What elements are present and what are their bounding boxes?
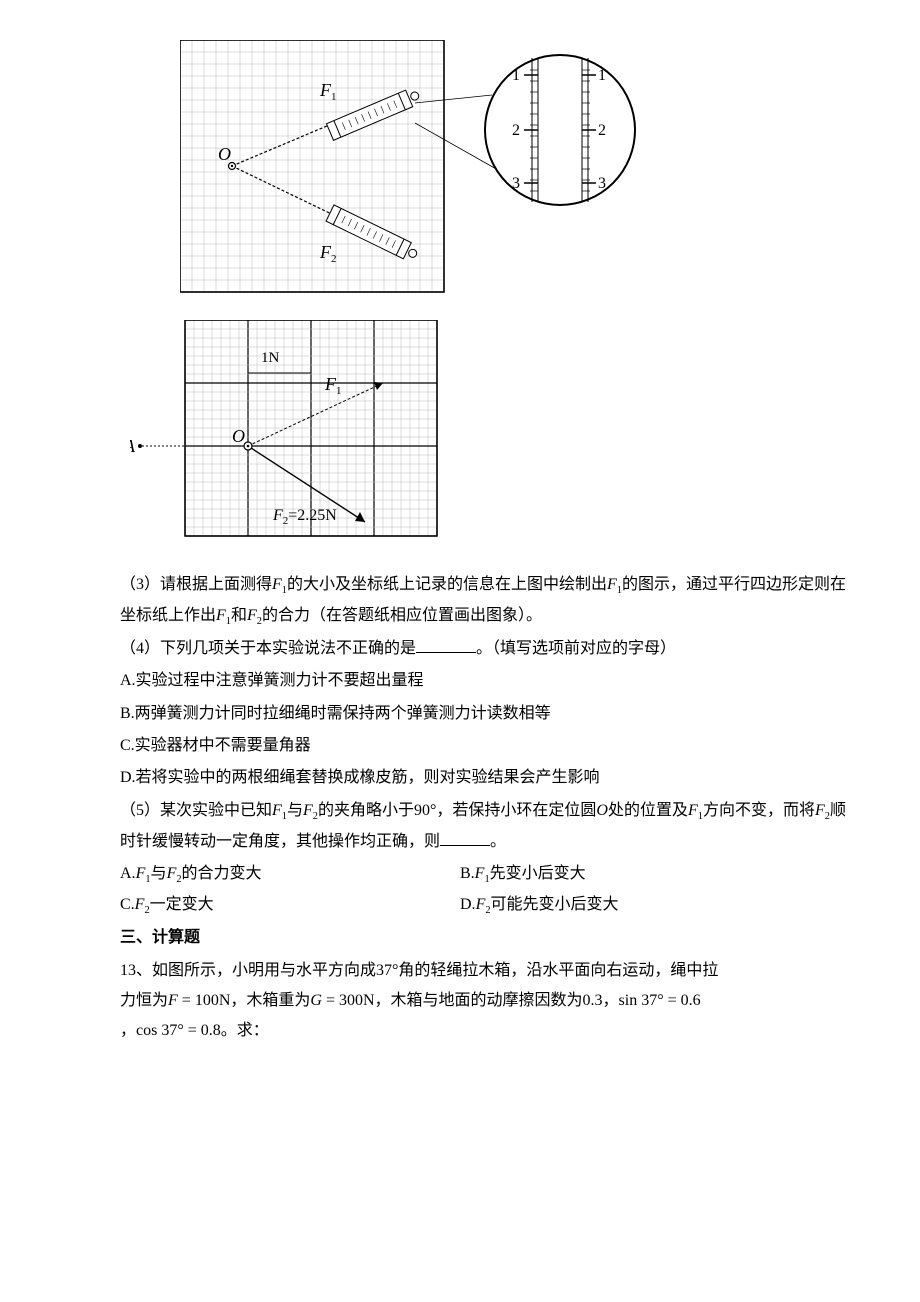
fig1-F1-label: F1 bbox=[319, 80, 337, 103]
gauge-tick-1l: 1 bbox=[512, 67, 520, 84]
q4-opt-D: D.若将实验中的两根细绳套替换成橡皮筋，则对实验结果会产生影响 bbox=[120, 763, 860, 793]
figure-1: A O F1 F2 1 2 3 1 2 3 bbox=[180, 40, 860, 300]
fig2-F1: F1 bbox=[324, 374, 342, 397]
fig2-O: O bbox=[232, 426, 245, 446]
figure-1-svg: A O F1 F2 1 2 3 1 2 3 bbox=[180, 40, 650, 300]
gauge-tick-3r: 3 bbox=[598, 175, 606, 192]
gauge-tick-2l: 2 bbox=[512, 122, 520, 139]
q4-stem: （4）下列几项关于本实验说法不正确的是。（填写选项前对应的字母） bbox=[120, 634, 860, 664]
q5-opts-row1: A.F1与F2的合力变大 B.F1先变小后变大 bbox=[120, 859, 860, 890]
gauge-tick-3l: 3 bbox=[512, 175, 520, 192]
q3-para: （3）请根据上面测得F1的大小及坐标纸上记录的信息在上图中绘制出F1的图示，通过… bbox=[120, 570, 860, 632]
section-3-heading: 三、计算题 bbox=[120, 923, 860, 953]
q5-blank[interactable] bbox=[440, 829, 490, 846]
q4-blank[interactable] bbox=[416, 636, 476, 653]
q4-opt-C: C.实验器材中不需要量角器 bbox=[120, 731, 860, 761]
fig2-A: A bbox=[130, 436, 136, 456]
q13-para: 13、如图所示，小明用与水平方向成37°角的轻绳拉木箱，沿水平面向右运动，绳中拉… bbox=[120, 956, 860, 1047]
q4-opt-A: A.实验过程中注意弹簧测力计不要超出量程 bbox=[120, 666, 860, 696]
fig1-O-label: O bbox=[218, 144, 231, 164]
q5-opts-row2: C.F2一定变大 D.F2可能先变小后变大 bbox=[120, 890, 860, 921]
fig1-F2-label: F2 bbox=[319, 242, 337, 265]
gauge-tick-2r: 2 bbox=[598, 122, 606, 139]
q5-stem: （5）某次实验中已知F1与F2的夹角略小于90°，若保持小环在定位圆O处的位置及… bbox=[120, 796, 860, 857]
gauge-tick-1r: 1 bbox=[598, 67, 606, 84]
fig2-F2: F2=2.25N bbox=[272, 507, 337, 527]
figure-2: 1N O F1 F2=2.25N A bbox=[130, 320, 860, 550]
fig2-scale-label: 1N bbox=[261, 350, 280, 366]
figure-2-svg: 1N O F1 F2=2.25N A bbox=[130, 320, 460, 550]
q4-opt-B: B.两弹簧测力计同时拉细绳时需保持两个弹簧测力计读数相等 bbox=[120, 699, 860, 729]
